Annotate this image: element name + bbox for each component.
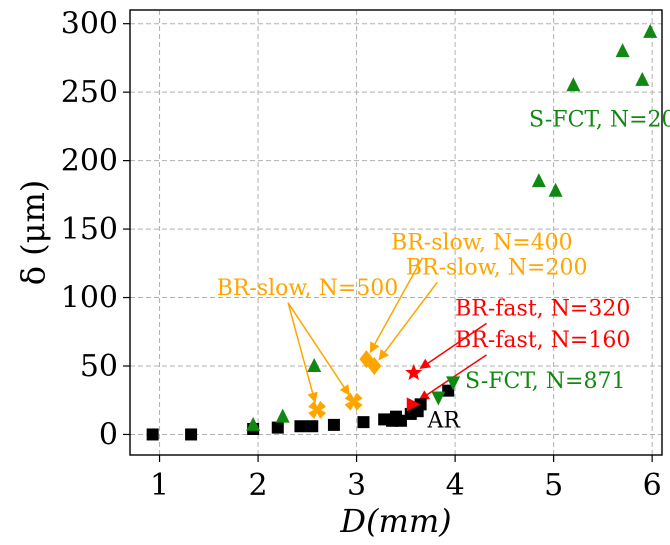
x-tick-label: 6 [643,468,662,503]
annotation-arrow [419,322,487,369]
data-point [643,23,658,38]
x-tick-label: 4 [446,468,465,503]
annotation-label: BR-slow, N=500 [217,276,399,301]
data-point [566,77,581,92]
data-point [146,428,159,441]
annotation-arrow [287,302,318,404]
data-point [405,363,423,381]
data-point [246,416,261,431]
annotation-label: BR-slow, N=200 [406,255,588,280]
annotation-arrow [369,257,424,354]
data-point [367,357,382,375]
axis-ticks: 1 2 3 4 5 6 0 50 100 150 200 250 300 [61,7,662,503]
data-point [406,397,421,412]
y-tick-label: 250 [61,75,118,110]
x-tick-label: 5 [544,468,563,503]
data-point [308,400,327,419]
x-tick-label: 1 [150,468,169,503]
data-point [306,420,319,433]
data-point [271,421,284,434]
data-point [548,182,563,197]
grid [130,10,662,455]
annotation-label: BR-fast, N=320 [455,296,630,321]
data-point [431,391,446,406]
y-tick-label: 300 [61,7,118,42]
data-point [394,414,407,427]
x-tick-label: 3 [347,468,366,503]
annotation-label: S-FCT, N=2015 [529,107,670,132]
data-point [307,358,322,372]
data-point [294,420,307,433]
annotation-label: S-FCT, N=871 [465,369,626,394]
annotation-labels: S-FCT, N=2015 BR-slow, N=500 BR-slow, N=40… [217,107,670,433]
data-point [185,428,198,441]
y-tick-label: 0 [99,417,118,452]
y-tick-label: 150 [61,212,118,247]
data-point [327,418,340,431]
annotation-label: AR [427,409,462,434]
x-axis-label: D(mm) [339,502,451,540]
plot-frame [129,9,663,456]
y-tick-label: 100 [61,281,118,316]
data-point [615,43,630,58]
y-tick-label: 200 [61,144,118,179]
annotation-label: BR-fast, N=160 [455,328,630,353]
annotation-arrow [378,281,438,361]
y-tick-label: 50 [80,349,118,384]
data-point [442,384,455,397]
data-points [146,23,658,441]
data-point [275,408,290,423]
data-point [635,71,650,86]
data-point [357,416,370,429]
annotation-arrow [287,302,350,396]
data-point [344,392,363,411]
y-axis-label: δ (μm) [14,180,52,286]
data-point [531,173,546,188]
annotation-label: BR-slow, N=400 [391,231,573,256]
x-tick-label: 2 [249,468,268,503]
data-point [446,376,461,391]
